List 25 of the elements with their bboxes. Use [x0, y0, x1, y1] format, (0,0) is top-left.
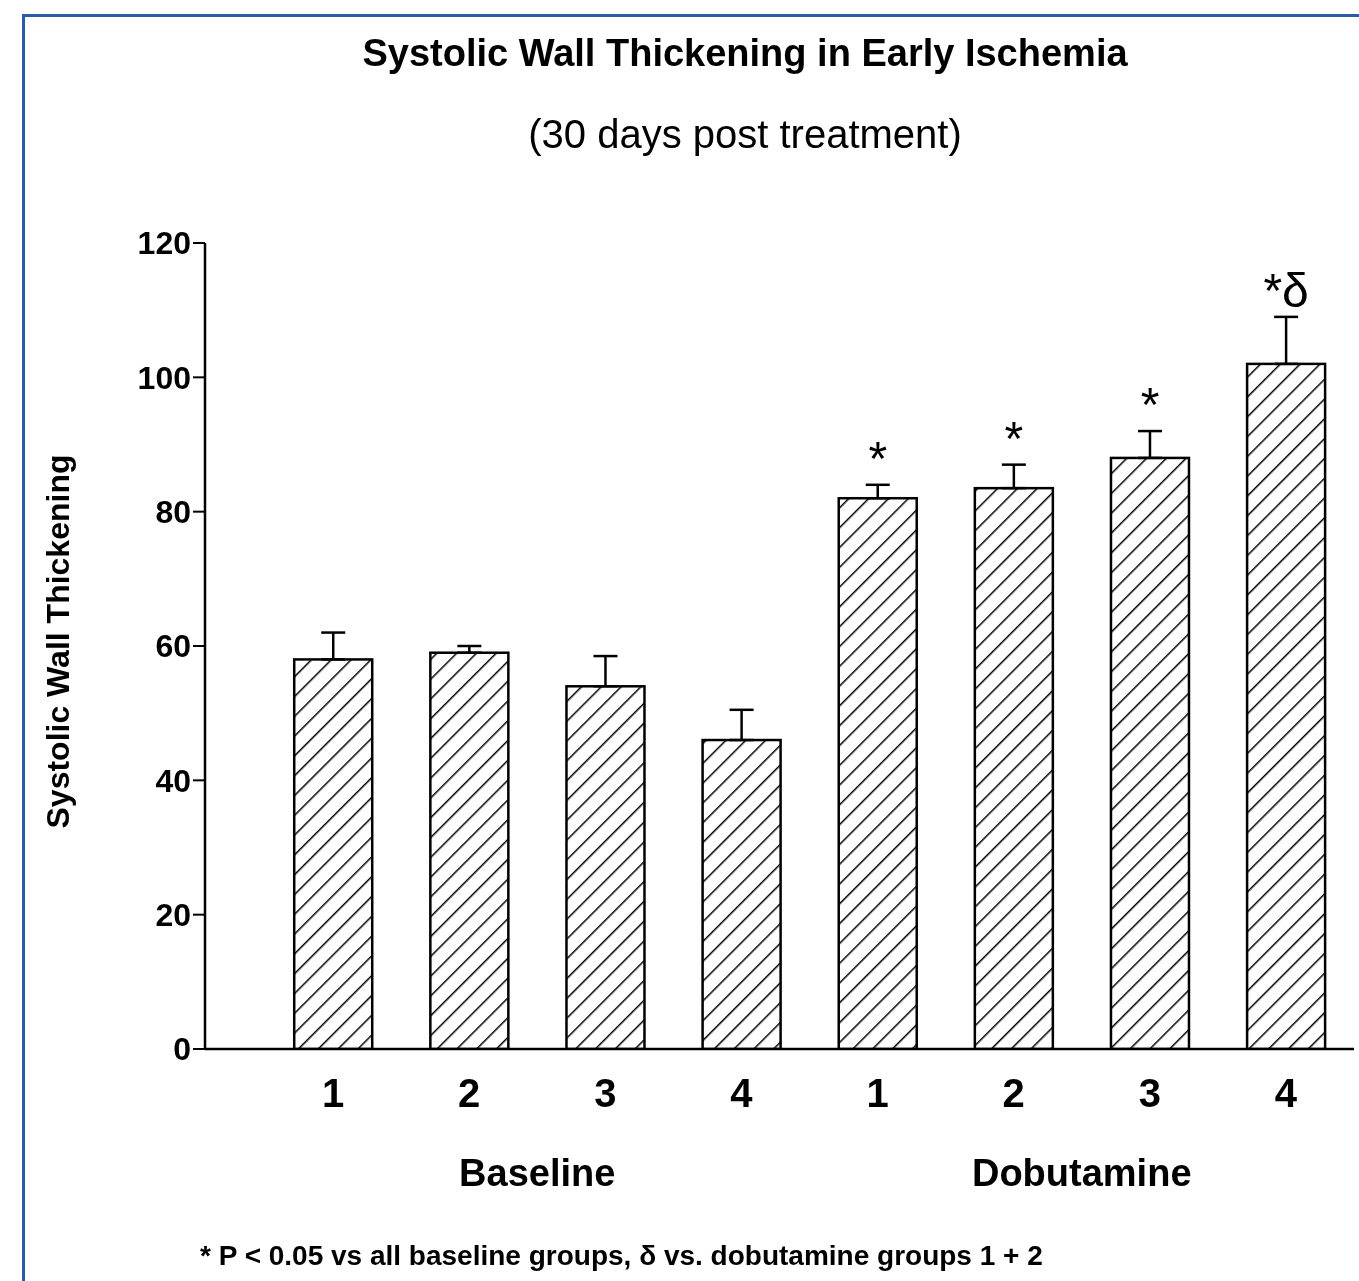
- x-tick-label: 2: [1002, 1071, 1025, 1116]
- y-axis-title: Systolic Wall Thickening: [39, 453, 77, 831]
- y-tick-label: 60: [155, 628, 191, 665]
- text: * P < 0.05 vs all baseline groups, δ vs. dobutamine groups 1 + 2: [200, 1240, 1044, 1272]
- chart-subtitle: (30 days post treatment): [527, 112, 963, 157]
- x-tick-label: 2: [458, 1071, 481, 1116]
- x-tick-label: 3: [594, 1071, 617, 1116]
- x-tick-label: 1: [321, 1071, 345, 1116]
- y-tick-label: 120: [137, 225, 191, 262]
- data-label: *: [868, 431, 888, 485]
- y-tick-label: 80: [155, 494, 191, 531]
- x-tick-label: 3: [1138, 1071, 1161, 1116]
- chart-title: Systolic Wall Thickening in Early Ischemia: [361, 32, 1129, 75]
- y-tick-label: 20: [155, 897, 191, 934]
- x-tick-label: 1: [866, 1071, 889, 1116]
- y-tick-label: 0: [173, 1031, 191, 1068]
- y-tick-label: 40: [155, 762, 191, 799]
- text: Baseline: [458, 1152, 617, 1195]
- y-tick-label: 100: [137, 359, 191, 396]
- x-tick-label: 4: [1274, 1071, 1298, 1116]
- data-label: *: [1140, 378, 1160, 432]
- x-tick-label: 4: [730, 1071, 754, 1116]
- text: Dobutamine: [970, 1152, 1193, 1195]
- data-label: *: [1004, 411, 1024, 465]
- data-label: *δ: [1263, 263, 1309, 317]
